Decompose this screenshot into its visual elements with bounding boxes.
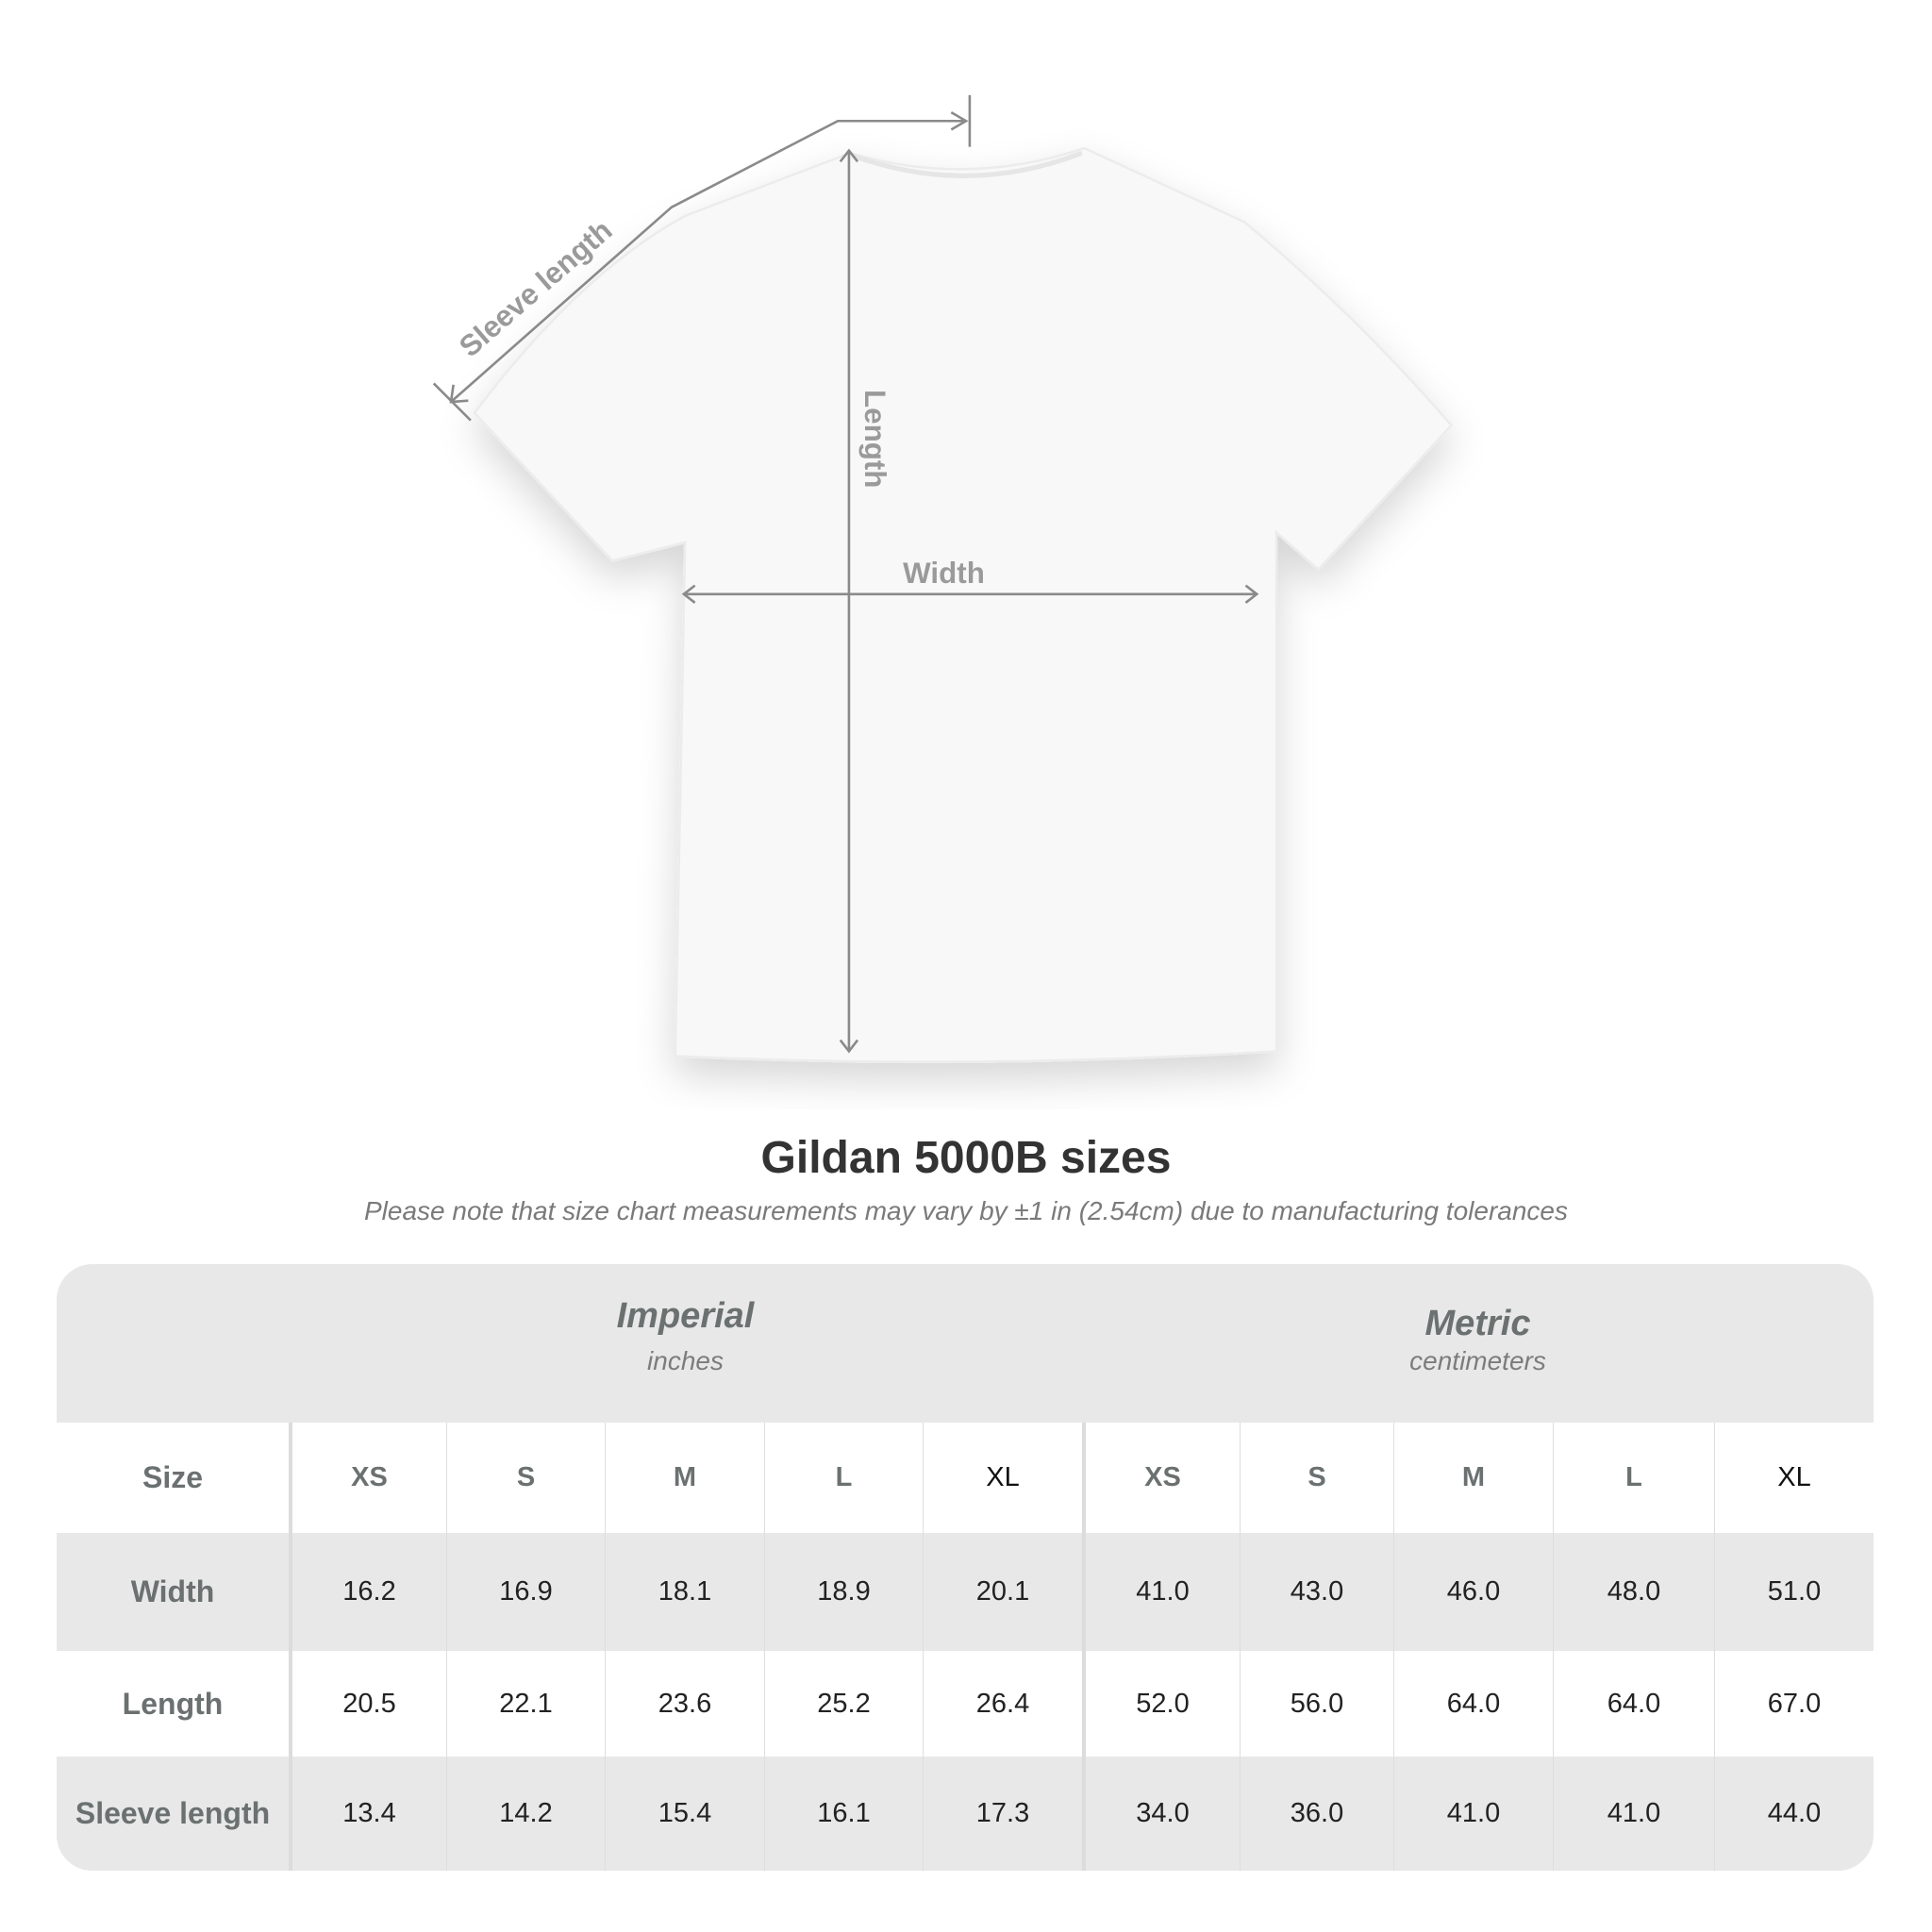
page-title: Gildan 5000B sizes: [760, 1133, 1172, 1183]
measurement-cell-metric: 43.0: [1240, 1533, 1393, 1651]
measurement-cell-metric: 41.0: [1553, 1757, 1714, 1871]
measurement-cell-metric: 51.0: [1714, 1533, 1874, 1651]
measurement-cell-imperial: 14.2: [446, 1757, 605, 1871]
measurement-cell-imperial: 16.1: [764, 1757, 923, 1871]
size-header-imperial: XL: [923, 1423, 1082, 1533]
size-header-metric: XL: [1714, 1423, 1874, 1533]
measurement-cell-metric: 56.0: [1240, 1651, 1393, 1757]
size-header-metric: XS: [1082, 1423, 1240, 1533]
measurement-cell-metric: 64.0: [1393, 1651, 1553, 1757]
measurement-cell-imperial: 16.2: [289, 1533, 446, 1651]
length-label: Length: [858, 390, 891, 488]
measurement-cell-imperial: 22.1: [446, 1651, 605, 1757]
measurement-cell-imperial: 26.4: [923, 1651, 1082, 1757]
size-header-imperial: XS: [289, 1423, 446, 1533]
measurement-cell-imperial: 18.9: [764, 1533, 923, 1651]
measurement-cell-metric: 34.0: [1082, 1757, 1240, 1871]
measurement-cell-metric: 67.0: [1714, 1651, 1874, 1757]
measurement-cell-imperial: 18.1: [605, 1533, 764, 1651]
size-header-imperial: L: [764, 1423, 923, 1533]
size-table: Imperial inches Metric centimeters Size X…: [57, 1264, 1874, 1871]
table-row: Length 20.5 22.1 23.6 25.2 26.4 52.0 56.0 64.0 64…: [57, 1651, 1874, 1757]
imperial-header: Imperial inches: [289, 1264, 1082, 1423]
measurement-cell-imperial: 20.1: [923, 1533, 1082, 1651]
measurement-cell-metric: 44.0: [1714, 1757, 1874, 1871]
measurement-cell-imperial: 17.3: [923, 1757, 1082, 1871]
measurement-cell-imperial: 13.4: [289, 1757, 446, 1871]
measurement-cell-metric: 64.0: [1553, 1651, 1714, 1757]
measurement-cell-imperial: 20.5: [289, 1651, 446, 1757]
metric-title: Metric: [1424, 1304, 1531, 1343]
tolerance-note: Please note that size chart measurements…: [364, 1196, 1568, 1225]
measurement-cell-imperial: 16.9: [446, 1533, 605, 1651]
width-label: Width: [903, 557, 985, 590]
size-header-imperial: S: [446, 1423, 605, 1533]
measurement-cell-metric: 41.0: [1393, 1757, 1553, 1871]
size-header-metric: S: [1240, 1423, 1393, 1533]
measurement-cell-imperial: 15.4: [605, 1757, 764, 1871]
table-row: Width 16.2 16.9 18.1 18.9 20.1 41.0 43.0 46.0 48.…: [57, 1533, 1874, 1651]
measurement-cell-metric: 41.0: [1082, 1533, 1240, 1651]
size-header-metric: M: [1393, 1423, 1553, 1533]
metric-header: Metric centimeters: [1082, 1264, 1874, 1423]
measurement-cell-imperial: 23.6: [605, 1651, 764, 1757]
row-label: Size: [142, 1460, 204, 1494]
imperial-unit: inches: [647, 1346, 724, 1375]
measurement-cell-metric: 48.0: [1553, 1533, 1714, 1651]
row-label: Width: [130, 1574, 215, 1608]
measurement-cell-imperial: 25.2: [764, 1651, 923, 1757]
row-label: Sleeve length: [75, 1796, 271, 1830]
tshirt-diagram: Sleeve length Length Width: [432, 94, 1454, 1063]
size-header-row: Size XS S M L XL XS S M L XL: [57, 1423, 1874, 1533]
sleeve-length-line: [450, 119, 966, 404]
size-header-metric: L: [1553, 1423, 1714, 1533]
measurement-cell-metric: 36.0: [1240, 1757, 1393, 1871]
tshirt-shape: [473, 146, 1454, 1063]
measurement-cell-metric: 52.0: [1082, 1651, 1240, 1757]
row-label: Length: [122, 1686, 224, 1721]
table-row: Sleeve length 13.4 14.2 15.4 16.1 17.3 34.0 36.…: [57, 1757, 1874, 1871]
metric-unit: centimeters: [1409, 1346, 1546, 1375]
size-header-imperial: M: [605, 1423, 764, 1533]
measurement-cell-metric: 46.0: [1393, 1533, 1553, 1651]
imperial-title: Imperial: [616, 1296, 755, 1336]
